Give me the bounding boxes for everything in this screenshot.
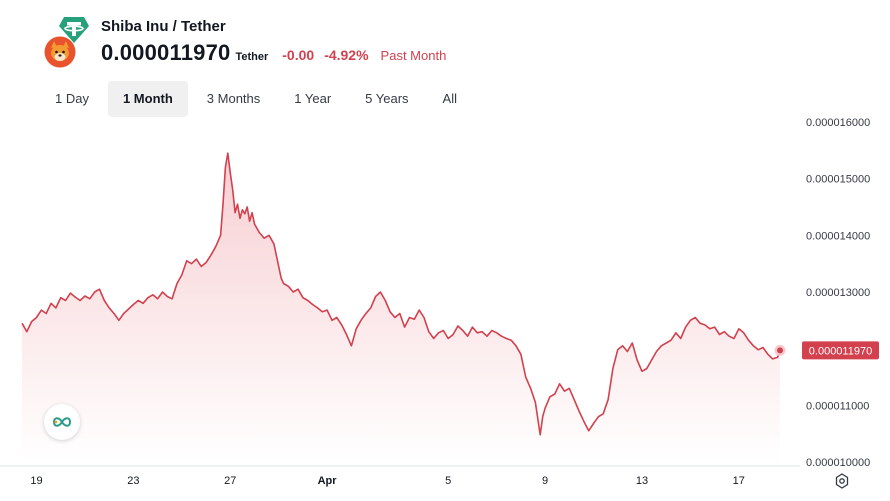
- last-point-marker: [777, 347, 783, 354]
- time-range-tabs: 1 Day 1 Month 3 Months 1 Year 5 Years Al…: [40, 81, 476, 117]
- tab-1-month[interactable]: 1 Month: [107, 81, 188, 117]
- tab-3-months[interactable]: 3 Months: [206, 91, 261, 106]
- infinity-logo-icon: [52, 417, 72, 427]
- current-price-tag-label: 0.000011970: [809, 345, 872, 357]
- y-tick-label: 0.000014000: [806, 230, 870, 242]
- price-area-fill: [22, 153, 780, 462]
- y-tick-label: 0.000011000: [806, 400, 869, 412]
- price-change-absolute: -0.00: [282, 47, 315, 63]
- tab-5-years[interactable]: 5 Years: [365, 91, 409, 106]
- tab-all[interactable]: All: [442, 91, 457, 106]
- watermark-logo: [44, 404, 80, 440]
- price-row: 0.000011970 Tether -0.00 -4.92% Past Mon…: [101, 40, 446, 66]
- price-change-percent: -4.92%: [324, 47, 369, 63]
- pair-icons: [44, 16, 104, 72]
- x-tick-label: 27: [224, 475, 236, 487]
- price-unit: Tether: [235, 51, 269, 63]
- shiba-inu-icon: [44, 36, 76, 68]
- tether-icon: [59, 17, 89, 43]
- x-tick-label: 19: [30, 475, 42, 487]
- tab-1-year[interactable]: 1 Year: [294, 91, 332, 106]
- x-tick-label: 23: [127, 475, 139, 487]
- x-tick-label: 5: [445, 475, 451, 487]
- current-price-tag: [802, 341, 879, 360]
- price-series-line: [21, 152, 781, 436]
- pair-title: Shiba Inu / Tether: [101, 18, 226, 35]
- chart-settings-icon[interactable]: [834, 473, 850, 489]
- price-chart[interactable]: 0.000016000 0.000015000 0.000014000 0.00001…: [0, 110, 890, 501]
- change-period-label: Past Month: [380, 48, 447, 63]
- x-tick-label: Apr: [318, 475, 338, 487]
- y-tick-label: 0.000016000: [806, 117, 870, 129]
- x-tick-label: 13: [636, 475, 648, 487]
- y-tick-label: 0.000010000: [806, 457, 870, 469]
- current-price: 0.000011970: [101, 40, 231, 65]
- y-tick-label: 0.000013000: [806, 287, 870, 299]
- price-header: Shiba Inu / Tether 0.000011970 Tether -0…: [44, 14, 504, 74]
- x-tick-label: 9: [542, 475, 548, 487]
- x-tick-label: 17: [733, 475, 745, 487]
- y-tick-label: 0.000015000: [806, 174, 870, 186]
- tab-1-day[interactable]: 1 Day: [55, 91, 89, 106]
